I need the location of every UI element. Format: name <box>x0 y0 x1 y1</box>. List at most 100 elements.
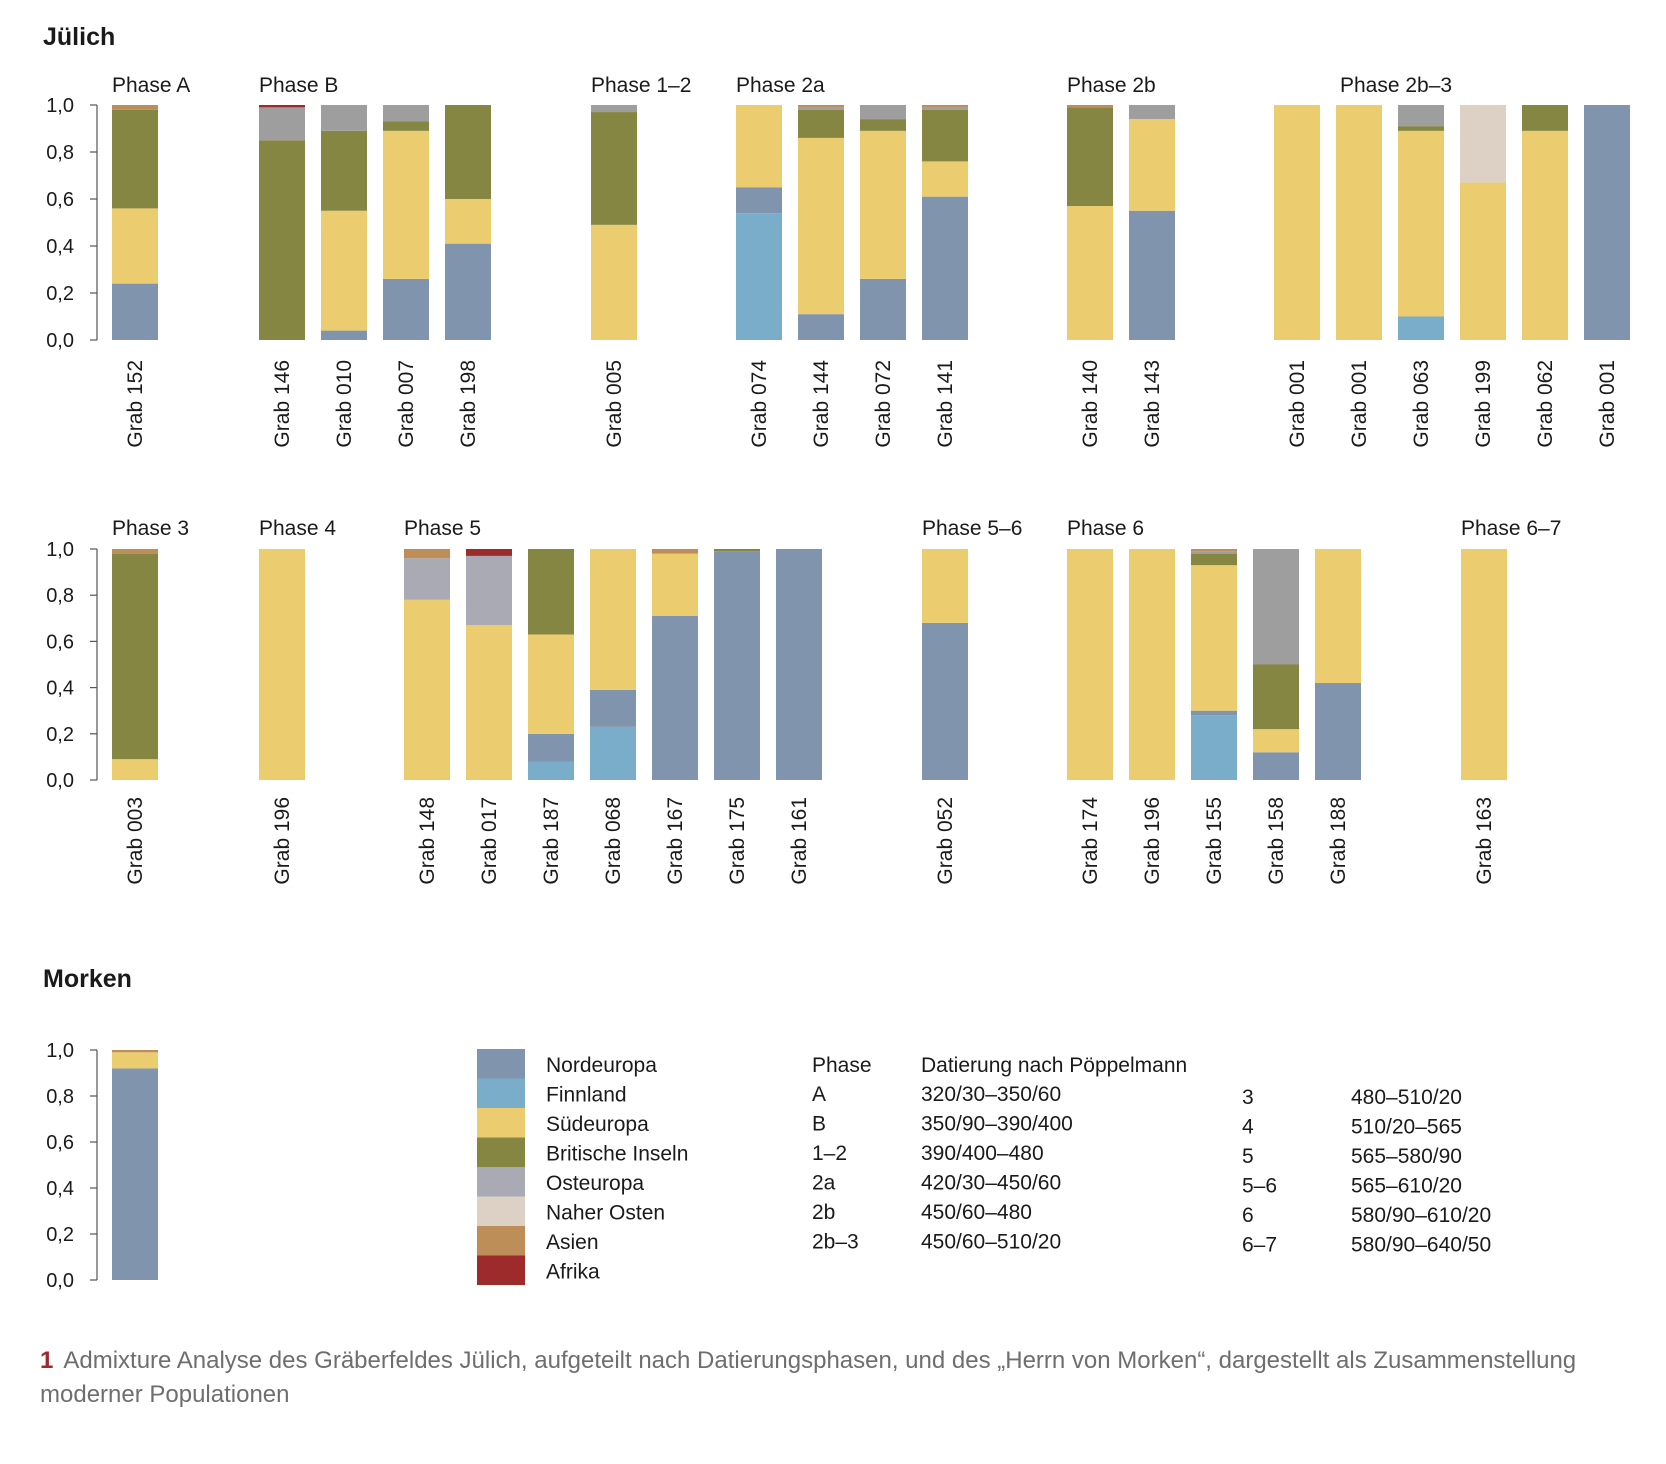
phase-title: Phase 4 <box>259 517 336 540</box>
bar-segment <box>466 555 512 626</box>
dating-phase: 1–2 <box>812 1142 847 1165</box>
bar-label: Grab 001 <box>1348 360 1371 448</box>
bar-label: Grab 188 <box>1327 797 1350 885</box>
bar-segment <box>922 196 968 340</box>
bar-label: Grab 052 <box>934 797 957 885</box>
juelich-row2-tick-label: 0,4 <box>46 678 74 700</box>
juelich-row1-tick-label: 0,2 <box>46 283 74 305</box>
dating-date: 390/400–480 <box>921 1142 1044 1165</box>
bar-segment <box>445 105 491 199</box>
juelich-row1-tick-label: 1,0 <box>46 95 74 117</box>
bar-segment <box>1253 729 1299 753</box>
dating-phase: 5–6 <box>1242 1175 1277 1198</box>
bar-segment <box>736 213 782 340</box>
bar-label: Grab 196 <box>271 797 294 885</box>
phase-title: Phase 2b–3 <box>1340 74 1452 97</box>
bar-segment <box>590 689 636 727</box>
bar-label: Grab 148 <box>416 797 439 885</box>
morken-tick-label: 0,8 <box>46 1086 74 1108</box>
dating-date: 510/20–565 <box>1351 1116 1462 1139</box>
bar-segment <box>1129 119 1175 211</box>
juelich-row2-tick-label: 1,0 <box>46 539 74 561</box>
bar-segment <box>259 105 305 108</box>
bar-segment <box>1067 549 1113 780</box>
bar-label: Grab 199 <box>1472 360 1495 448</box>
phase-title: Phase 1–2 <box>591 74 691 97</box>
morken-tick-label: 1,0 <box>46 1040 74 1062</box>
dating-header-date: Datierung nach Pöppelmann <box>921 1054 1187 1077</box>
bar-label: Grab 074 <box>748 360 771 448</box>
bar-segment <box>922 107 968 110</box>
bar-segment <box>1191 565 1237 711</box>
bar-segment <box>590 549 636 690</box>
bar-segment <box>112 549 158 554</box>
juelich-row2-tick-label: 0,2 <box>46 724 74 746</box>
dating-phase: A <box>812 1083 826 1106</box>
dating-phase: 2a <box>812 1172 836 1195</box>
dating-date: 565–580/90 <box>1351 1145 1462 1168</box>
bar-segment <box>259 549 305 780</box>
bar-segment <box>528 634 574 734</box>
bar-segment <box>714 549 760 552</box>
bar-segment <box>591 224 637 340</box>
bar-segment <box>922 161 968 197</box>
bar-label: Grab 174 <box>1079 797 1102 885</box>
bar-label: Grab 017 <box>478 797 501 885</box>
bar-label: Grab 196 <box>1141 797 1164 885</box>
bar-label: Grab 198 <box>457 360 480 448</box>
bar-segment <box>1129 549 1175 780</box>
bar-segment <box>383 130 429 279</box>
bar-label: Grab 010 <box>333 360 356 448</box>
bar-label: Grab 187 <box>540 797 563 885</box>
bar-segment <box>798 105 844 108</box>
bar-label: Grab 144 <box>810 360 833 448</box>
bar-segment <box>798 137 844 315</box>
bar-label: Grab 155 <box>1203 797 1226 885</box>
bar-segment <box>591 105 637 113</box>
chart-title-juelich: Jülich <box>43 23 115 51</box>
phase-title: Phase 6 <box>1067 517 1144 540</box>
dating-date: 580/90–640/50 <box>1351 1234 1491 1257</box>
dating-phase: B <box>812 1113 826 1136</box>
juelich-row2-tick-label: 0,0 <box>46 770 74 792</box>
chart-title-morken: Morken <box>43 965 132 993</box>
bar-segment <box>321 210 367 331</box>
bar-segment <box>404 558 450 600</box>
bar-segment <box>922 622 968 780</box>
bar-segment <box>528 733 574 762</box>
bar-segment <box>466 549 512 556</box>
bar-segment <box>1129 105 1175 120</box>
legend-label: Naher Osten <box>546 1202 665 1225</box>
bar-segment <box>1191 715 1237 780</box>
bar-label: Grab 001 <box>1596 360 1619 448</box>
dating-date: 420/30–450/60 <box>921 1172 1061 1195</box>
bar-segment <box>112 1050 158 1053</box>
dating-phase: 6 <box>1242 1204 1254 1227</box>
dating-date: 450/60–480 <box>921 1201 1032 1224</box>
admixture-figure: Jülich 0,0 0,2 0,4 0,6 0,8 1,0 Phase A Grab 152 P… <box>43 23 1630 1292</box>
bar-segment <box>1191 710 1237 716</box>
morken-tick-label: 0,6 <box>46 1132 74 1154</box>
bar-label: Grab 143 <box>1141 360 1164 448</box>
legend-label: Britische Inseln <box>546 1143 688 1166</box>
legend-swatch-finnland <box>477 1078 525 1108</box>
bar-segment <box>1336 105 1382 340</box>
juelich-row2-tick-label: 0,6 <box>46 631 74 653</box>
legend-swatch-nordeuropa <box>477 1049 525 1079</box>
bar-segment <box>1522 130 1568 340</box>
bar-segment <box>591 112 637 225</box>
dating-phase: 2b <box>812 1201 835 1224</box>
bar-segment <box>590 726 636 780</box>
bar-segment <box>1067 107 1113 207</box>
phase-title: Phase 2b <box>1067 74 1156 97</box>
bar-segment <box>652 615 698 780</box>
bar-segment <box>1067 105 1113 108</box>
bar-segment <box>445 199 491 244</box>
bar-segment <box>798 109 844 138</box>
bar-label: Grab 152 <box>124 360 147 448</box>
bar-label: Grab 141 <box>934 360 957 448</box>
bar-segment <box>259 107 305 141</box>
juelich-row1-tick-label: 0,4 <box>46 236 74 258</box>
bar-segment <box>1253 752 1299 780</box>
bar-segment <box>922 109 968 162</box>
